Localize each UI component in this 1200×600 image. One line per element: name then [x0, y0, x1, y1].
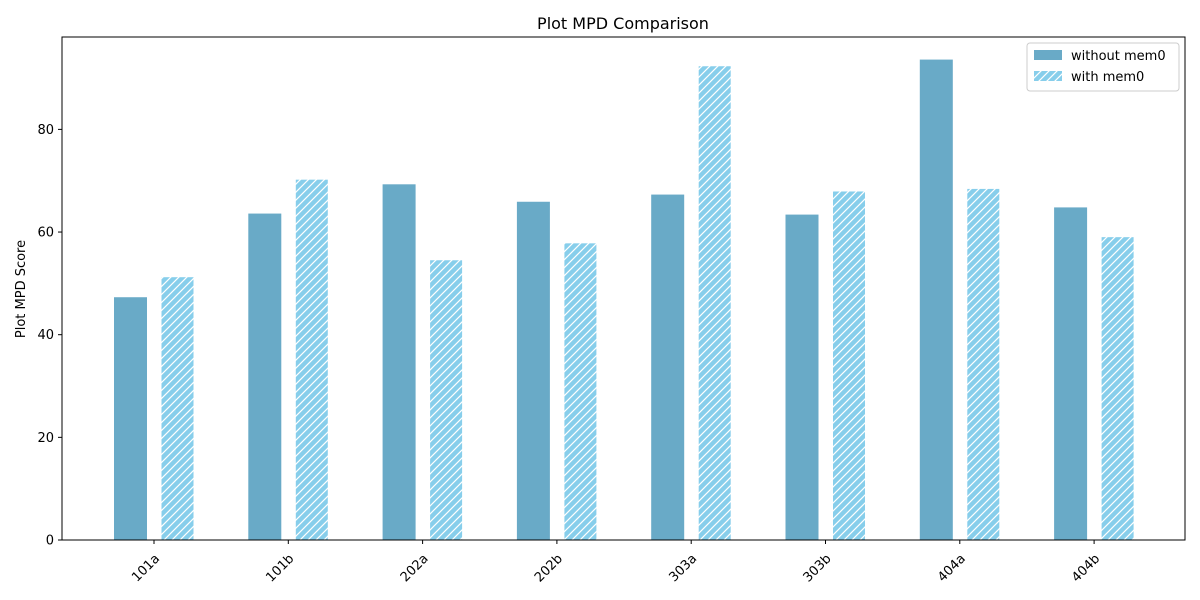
bar-202a-with-mem0: [429, 259, 464, 541]
y-tick-label: 20: [37, 431, 54, 446]
x-tick-label-404a: 404a: [935, 551, 969, 585]
y-tick-label: 80: [37, 123, 54, 138]
x-tick-label-404b: 404b: [1069, 551, 1103, 585]
bar-404b-without-mem0: [1054, 207, 1088, 540]
x-tick-label-101a: 101a: [129, 551, 163, 585]
bar-202b-with-mem0: [563, 242, 598, 541]
legend-label-without-mem0: without mem0: [1071, 49, 1166, 64]
y-tick-label: 0: [46, 534, 54, 549]
y-tick-label: 40: [37, 328, 54, 343]
bar-404a-with-mem0: [966, 187, 1001, 541]
bar-303a-without-mem0: [651, 194, 685, 540]
bar-202a-without-mem0: [382, 184, 416, 541]
bar-101b-with-mem0: [294, 178, 329, 541]
bar-101a-without-mem0: [114, 297, 147, 540]
x-tick-label-303a: 303a: [666, 551, 700, 585]
x-tick-label-202b: 202b: [532, 551, 566, 585]
bar-303b-without-mem0: [785, 214, 819, 541]
legend: without mem0 with mem0: [1026, 42, 1180, 92]
bar-202b-without-mem0: [516, 201, 550, 540]
legend-swatch-without-mem0: [1034, 50, 1062, 60]
bar-303b-with-mem0: [832, 190, 866, 541]
x-axis: 101a 101b 202a 202b 303a 303b 404a 404b: [129, 540, 1103, 585]
bar-101b-without-mem0: [248, 213, 282, 540]
y-tick-label: 60: [37, 226, 54, 241]
bar-101a-with-mem0: [160, 276, 195, 541]
x-tick-label-303b: 303b: [801, 551, 835, 585]
bar-303a-with-mem0: [697, 65, 732, 541]
x-tick-label-202a: 202a: [398, 551, 432, 585]
legend-swatch-with-mem0: [1034, 71, 1062, 81]
x-tick-label-101b: 101b: [263, 551, 297, 585]
y-axis: 0 20 40 60 80: [37, 123, 62, 549]
legend-label-with-mem0: with mem0: [1071, 70, 1144, 85]
bar-404b-with-mem0: [1100, 236, 1135, 541]
bar-404a-without-mem0: [919, 59, 953, 540]
bars-group: [114, 59, 1135, 541]
legend-box: [1026, 42, 1180, 92]
y-axis-label: Plot MPD Score: [14, 240, 29, 338]
chart-title: Plot MPD Comparison: [537, 14, 709, 33]
plot-frame: [61, 36, 1186, 541]
